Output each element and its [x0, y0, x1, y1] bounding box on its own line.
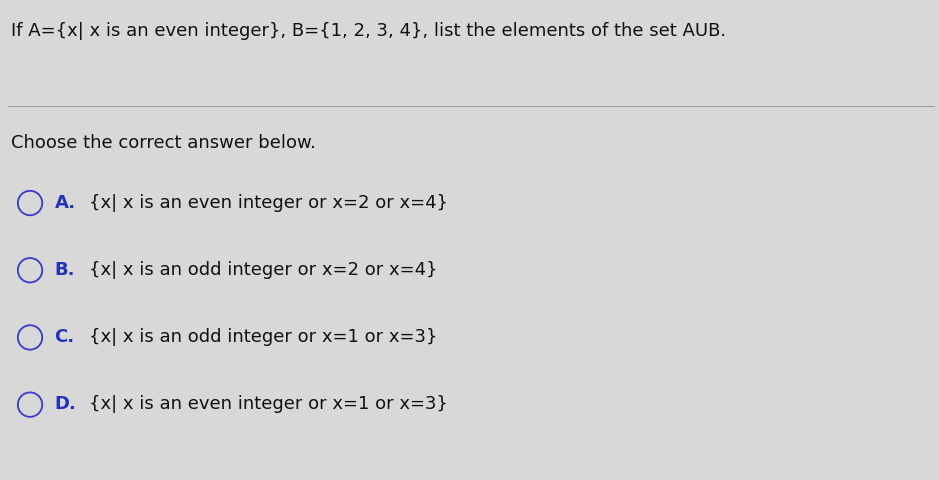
Text: {x| x is an odd integer or x=1 or x=3}: {x| x is an odd integer or x=1 or x=3}: [89, 328, 438, 346]
Text: C.: C.: [54, 328, 74, 346]
Text: D.: D.: [54, 395, 76, 413]
Text: {x| x is an even integer or x=1 or x=3}: {x| x is an even integer or x=1 or x=3}: [89, 395, 448, 413]
Text: {x| x is an odd integer or x=2 or x=4}: {x| x is an odd integer or x=2 or x=4}: [89, 261, 438, 279]
Text: If A={x| x is an even integer}, B={1, 2, 3, 4}, list the elements of the set AUB: If A={x| x is an even integer}, B={1, 2,…: [11, 22, 727, 40]
Text: {x| x is an even integer or x=2 or x=4}: {x| x is an even integer or x=2 or x=4}: [89, 193, 448, 212]
Text: B.: B.: [54, 261, 75, 279]
Text: Choose the correct answer below.: Choose the correct answer below.: [11, 134, 316, 153]
Text: A.: A.: [54, 193, 75, 212]
